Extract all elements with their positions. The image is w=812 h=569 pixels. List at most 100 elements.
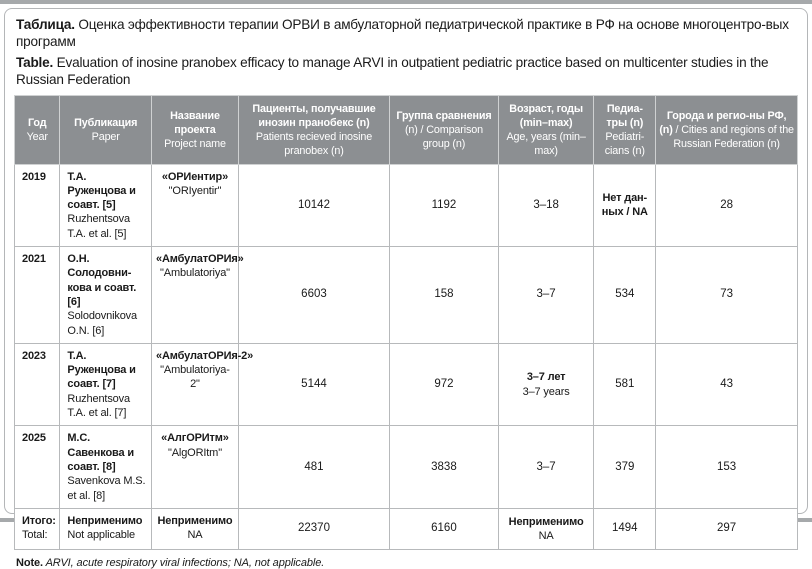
studies-table: Год Year Публикация Paper Название проекта… — [13, 94, 798, 550]
header-paper-en: Paper — [91, 130, 120, 143]
cell-pediatricians: 534 — [593, 246, 657, 344]
cell-patients: 5144 — [237, 342, 391, 427]
col-header-project: Название проекта Project name — [151, 94, 239, 165]
col-header-age: Возраст, годы (min–max) Age, years (min–m… — [497, 94, 595, 165]
cell-project: «АмбулатОРИя-2» "Ambulatoriya-2" — [151, 342, 254, 427]
table-row-total: Итого: Total: Неприменимо Not applicable Н… — [13, 507, 798, 550]
paper-en: Solodovnikova O.N. [6] — [67, 310, 138, 337]
age-en: 3–7 years — [522, 385, 570, 398]
footnote-text: ARVI, acute respiratory viral infections… — [43, 556, 325, 569]
cell-pediatricians: 379 — [593, 425, 657, 509]
total-age-en: NA — [538, 529, 554, 542]
header-year-ru: Год — [27, 116, 47, 129]
col-header-paper: Публикация Paper — [59, 94, 153, 165]
table-row-2025: 2025 М.С. Савенкова и соавт. [8] Savenko… — [13, 425, 798, 509]
cell-year: 2019 — [13, 163, 61, 248]
header-row: Год Year Публикация Paper Название проекта… — [13, 94, 798, 165]
cell-cities: 73 — [655, 246, 798, 344]
cell-pediatricians: Нет дан-ных / NA — [593, 163, 657, 248]
cell-project: «АмбулатОРИя» "Ambulatoriya" — [151, 246, 244, 344]
table-row-2023: 2023 Т.А. Руженцова и соавт. [7] Ruzhent… — [13, 342, 798, 427]
header-patients-en: Patients recieved inosine pranobex (n) — [255, 130, 373, 157]
cell-comparison: 158 — [389, 246, 499, 344]
cell-total-age: Неприменимо NA — [497, 507, 595, 550]
cell-age: 3–7 — [497, 425, 595, 509]
cell-comparison: 1192 — [389, 163, 499, 248]
paper-ru: О.Н. Солодовни-кова и соавт. [6] — [67, 253, 137, 308]
top-rule — [0, 0, 812, 4]
paper-ru: Т.А. Руженцова и соавт. [5] — [67, 170, 136, 212]
cell-year: 2025 — [13, 425, 61, 509]
project-en: "AlgORItm" — [167, 446, 222, 459]
footnote-label: Note. — [16, 556, 44, 569]
caption-text-en: Evaluation of inosine pranobex efficacy … — [16, 54, 769, 88]
project-ru: «АмбулатОРИя» — [156, 253, 244, 266]
caption-russian: Таблица. Оценка эффективности терапии ОР… — [16, 16, 796, 51]
paper-en: Ruzhentsova T.A. et al. [5] — [67, 213, 130, 240]
col-header-pediatricians: Педиа-тры (n) Pediatri-cians (n) — [593, 94, 657, 165]
project-ru: «АмбулатОРИя-2» — [156, 349, 254, 362]
cell-cities: 43 — [655, 342, 798, 427]
cell-age: 3–7 лет 3–7 years — [497, 342, 595, 427]
col-header-cities: Города и регио-ны РФ, (n) / Cities and r… — [655, 94, 798, 165]
cell-total-pediatricians: 1494 — [593, 507, 657, 550]
cell-patients: 481 — [237, 425, 391, 509]
project-en: "Ambulatoriya" — [160, 267, 230, 280]
header-project-en: Project name — [164, 137, 226, 150]
cell-paper: Т.А. Руженцова и соавт. [7] Ruzhentsova … — [59, 342, 153, 427]
cell-cities: 153 — [655, 425, 798, 509]
cell-total-paper: Неприменимо Not applicable — [59, 507, 153, 550]
cell-year: 2023 — [13, 342, 61, 427]
table-row-2019: 2019 Т.А. Руженцова и соавт. [5] Ruzhent… — [13, 163, 798, 248]
header-pediatricians-en: Pediatri-cians (n) — [604, 130, 645, 157]
cell-paper: Т.А. Руженцова и соавт. [5] Ruzhentsova … — [59, 163, 153, 248]
total-label-en: Total: — [22, 529, 48, 542]
paper-ru: Т.А. Руженцова и соавт. [7] — [67, 349, 136, 391]
caption-label-ru: Таблица. — [16, 17, 75, 32]
project-ru: «АлгОРИтм» — [161, 432, 229, 445]
caption-label-en: Table. — [16, 54, 54, 70]
figure-frame: Таблица. Оценка эффективности терапии ОР… — [4, 8, 808, 569]
cell-year: 2021 — [13, 246, 61, 344]
cell-comparison: 3838 — [389, 425, 499, 509]
paper-en: Ruzhentsova T.A. et al. [7] — [67, 392, 130, 420]
caption-english: Table. Evaluation of inosine pranobex ef… — [16, 54, 796, 89]
cell-total-comparison: 6160 — [389, 507, 499, 550]
header-age-en: Age, years (min–max) — [506, 130, 586, 157]
cell-pediatricians: 581 — [593, 342, 657, 427]
cell-paper: М.С. Савенкова и соавт. [8] Savenkova M.… — [59, 425, 153, 509]
header-pediatricians-ru: Педиа-тры (n) — [606, 102, 644, 129]
total-project-en: NA — [187, 529, 203, 542]
total-paper-ru: Неприменимо — [67, 514, 143, 527]
cell-total-patients: 22370 — [237, 507, 391, 550]
cell-paper: О.Н. Солодовни-кова и соавт. [6] Solodov… — [59, 246, 153, 344]
header-project-ru: Название проекта — [170, 109, 220, 136]
cell-project: «АлгОРИтм» "AlgORItm" — [151, 425, 239, 509]
caption-text-ru: Оценка эффективности терапии ОРВИ в амбу… — [16, 17, 789, 50]
paper-ru: М.С. Савенкова и соавт. [8] — [67, 432, 134, 473]
header-paper-ru: Публикация — [74, 116, 138, 129]
header-comparison-en: (n) / Comparison group (n) — [404, 123, 483, 150]
cell-total-label: Итого: Total: — [13, 507, 61, 550]
header-comparison-ru: Группа сравнения — [396, 109, 492, 122]
table-caption: Таблица. Оценка эффективности терапии ОР… — [16, 16, 796, 89]
header-cities-en: / Cities and regions of the Russian Fede… — [673, 123, 794, 150]
header-year-en: Year — [26, 130, 48, 143]
total-label-ru: Итого: — [22, 514, 56, 527]
project-ru: «ОРИентир» — [161, 170, 229, 183]
cell-age: 3–18 — [497, 163, 595, 248]
col-header-comparison: Группа сравнения (n) / Comparison group … — [389, 94, 499, 165]
header-cities-ru: Города и регио-ны РФ, (n) — [659, 109, 787, 136]
cell-total-cities: 297 — [655, 507, 798, 550]
paper-en: Savenkova M.S. et al. [8] — [67, 475, 146, 502]
cell-total-project: Неприменимо NA — [151, 507, 239, 550]
header-patients-ru: Пациенты, получавшие инозин пранобекс (n… — [252, 102, 376, 129]
age-ru: 3–7 лет — [526, 371, 566, 384]
total-paper-en: Not applicable — [67, 529, 136, 542]
header-age-ru: Возраст, годы (min–max) — [509, 102, 583, 129]
table-row-2021: 2021 О.Н. Солодовни-кова и соавт. [6] So… — [13, 246, 798, 344]
cell-comparison: 972 — [389, 342, 499, 427]
total-project-ru: Неприменимо — [157, 514, 233, 527]
footnote: Note. ARVI, acute respiratory viral infe… — [16, 557, 796, 569]
col-header-year: Год Year — [13, 94, 61, 165]
